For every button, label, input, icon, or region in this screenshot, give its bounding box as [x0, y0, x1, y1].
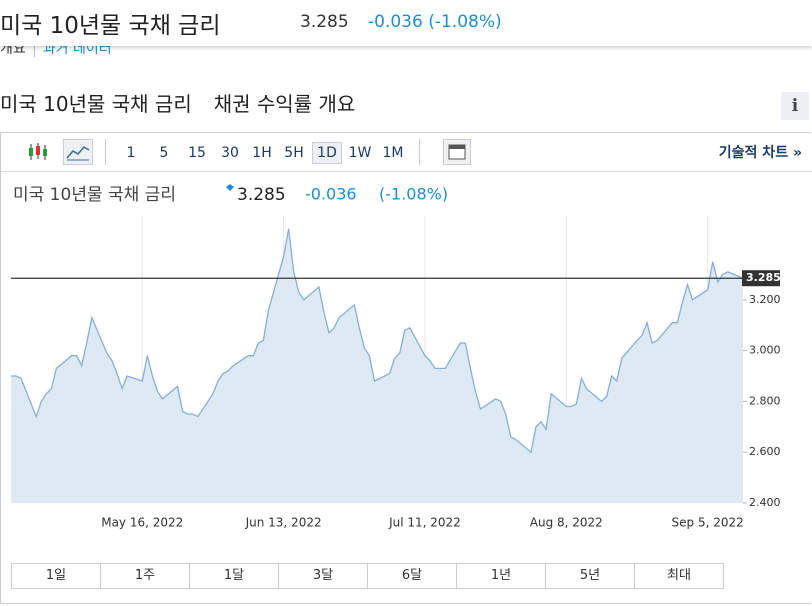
header-change: -0.036 (-1.08%): [368, 12, 502, 32]
y-tick-label: 3.200: [749, 293, 781, 306]
x-tick-label: Jun 13, 2022: [245, 516, 322, 530]
header: 미국 10년물 국채 금리 3.285 -0.036 (-1.08%): [0, 0, 812, 46]
x-tick-label: Jul 11, 2022: [388, 516, 461, 530]
interval[interactable]: 5H: [284, 145, 304, 161]
range[interactable]: 5년: [545, 564, 634, 588]
chart-change-pct: (-1.08%): [379, 185, 448, 204]
chart-price: 3.285: [237, 185, 286, 205]
x-tick-label: Sep 5, 2022: [672, 516, 744, 530]
info-icon[interactable]: i: [781, 92, 809, 120]
range-buttons: 1일 1주 1달 3달 6달 1년 5년 최대: [11, 563, 724, 589]
chart: 미국 10년물 국채 금리 3.285 -0.036 (-1.08%) May …: [11, 184, 781, 530]
y-tick-label: 2.800: [749, 394, 781, 407]
interval[interactable]: 15: [188, 145, 206, 161]
line-icon[interactable]: [63, 139, 93, 165]
x-tick-label: May 16, 2022: [101, 516, 183, 530]
separator: [419, 139, 420, 165]
area-fill: [11, 228, 743, 503]
range[interactable]: 3달: [278, 564, 367, 588]
chart-change: -0.036: [305, 185, 357, 204]
range[interactable]: 1년: [456, 564, 545, 588]
interval[interactable]: 5: [159, 145, 169, 161]
candle-icon[interactable]: [27, 142, 49, 162]
x-tick-label: Aug 8, 2022: [530, 516, 603, 530]
chart-title: 미국 10년물 국채 금리: [13, 185, 176, 205]
range[interactable]: 6달: [367, 564, 456, 588]
range[interactable]: 1주: [100, 564, 189, 588]
header-title: 미국 10년물 국채 금리: [0, 13, 221, 39]
y-tick-label: 3.000: [749, 344, 781, 357]
interval[interactable]: 30: [221, 145, 239, 161]
technical-chart-link[interactable]: 기술적 차트 »: [718, 145, 802, 161]
range[interactable]: 1달: [189, 564, 278, 588]
header-price: 3.285: [300, 12, 349, 32]
toolbar: 1 5 15 30 1H 5H 1D 1W 1M 기술적 차트 »: [1, 133, 812, 172]
section-title: 미국 10년물 국채 금리 채권 수익률 개요: [0, 88, 355, 117]
interval[interactable]: 1H: [252, 145, 272, 161]
last-price-label: 3.285: [746, 271, 781, 284]
y-tick-label: 2.400: [749, 496, 781, 509]
range[interactable]: 최대: [634, 564, 723, 588]
badge: [226, 184, 234, 191]
section-subtitle: 채권 수익률 개요: [213, 92, 356, 116]
area-line: [11, 228, 744, 454]
calendar-icon[interactable]: [443, 139, 471, 165]
section-name: 미국 10년물 국채 금리: [0, 92, 192, 116]
last-price-box: [742, 270, 780, 287]
y-tick-label: 2.600: [749, 445, 781, 458]
interval[interactable]: 1M: [382, 145, 404, 161]
interval[interactable]: 1W: [348, 145, 372, 161]
interval[interactable]: 1: [126, 145, 136, 161]
chart-box: 1 5 15 30 1H 5H 1D 1W 1M 기술적 차트 » 미국 10년…: [0, 132, 812, 604]
interval[interactable]: 1D: [312, 142, 342, 164]
separator: [105, 139, 106, 165]
range[interactable]: 1일: [45, 568, 67, 583]
